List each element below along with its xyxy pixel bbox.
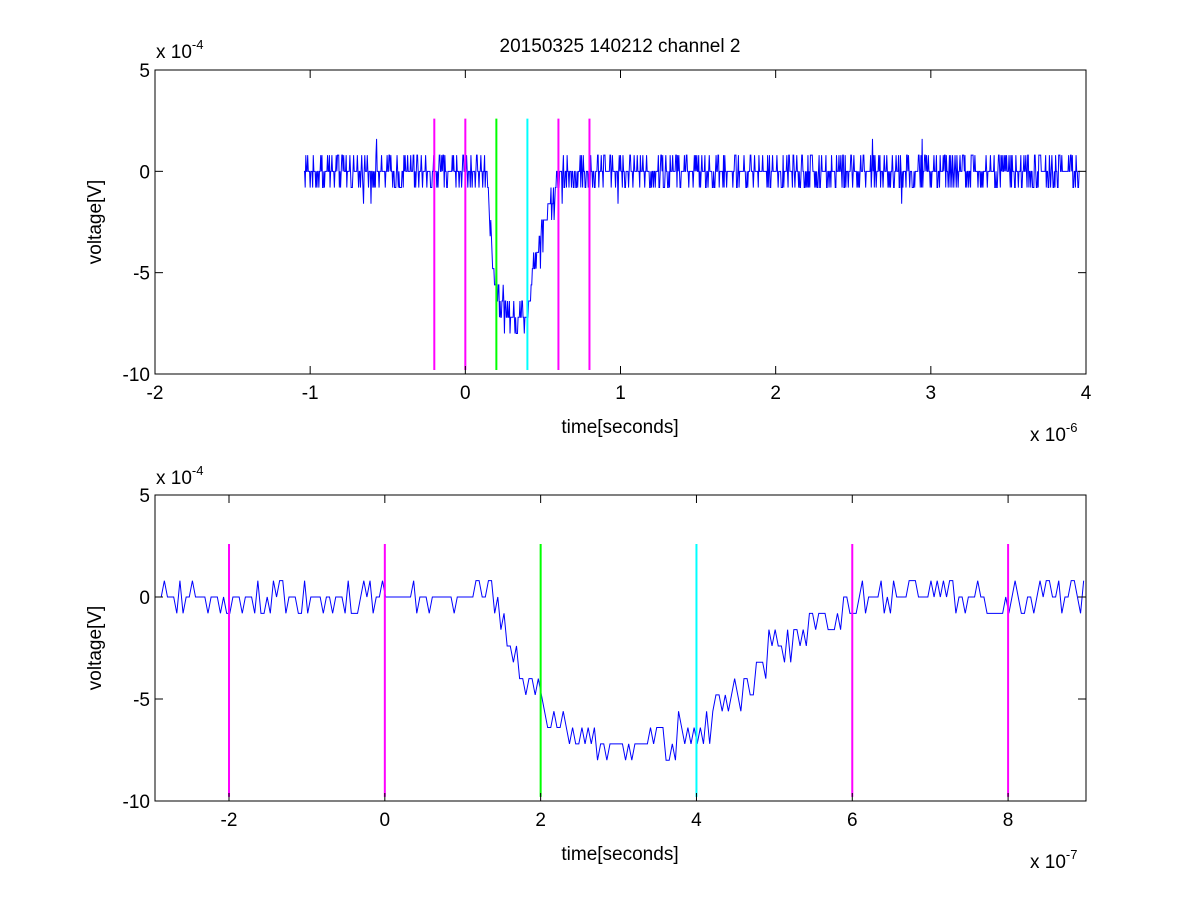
- x-axis-label-top: time[seconds]: [561, 417, 678, 438]
- chart-title: 20150325 140212 channel 2: [500, 36, 741, 57]
- x-tick-label-top-4: 2: [770, 383, 781, 404]
- x-exponent-power-top: -6: [1066, 420, 1078, 435]
- marker-lines-bottom: [228, 543, 1010, 797]
- x-axis-label-bottom: time[seconds]: [561, 844, 678, 865]
- x-tick-label-bottom-0: -2: [221, 810, 238, 831]
- y-tick-label-bottom-3: 5: [139, 486, 150, 507]
- x-tick-label-bottom-1: 0: [380, 810, 391, 831]
- subplot-bottom: -2 0 2 4 6 8-10-505 time[seconds] voltage[V] …: [85, 463, 1087, 873]
- y-tick-label-bottom-2: 0: [139, 588, 150, 609]
- ticks-top: -2 -1 0 1 2 3 4-10-505: [123, 61, 1092, 404]
- signal-layer-top: [303, 138, 1080, 334]
- y-tick-label-bottom-1: -5: [133, 690, 150, 711]
- y-exponent-bottom: x 10-4: [156, 463, 203, 489]
- y-exponent-power-top: -4: [192, 37, 204, 52]
- x-tick-label-top-1: -1: [302, 383, 319, 404]
- y-axis-label-top: voltage[V]: [85, 180, 106, 265]
- y-tick-label-top-0: -10: [123, 365, 150, 386]
- x-tick-label-bottom-3: 4: [691, 810, 702, 831]
- x-tick-label-bottom-2: 2: [535, 810, 546, 831]
- x-exponent-bottom: x 10-7: [1030, 847, 1077, 873]
- x-tick-label-bottom-5: 8: [1003, 810, 1014, 831]
- x-tick-label-top-0: -2: [147, 383, 164, 404]
- y-exponent-top: x 10-4: [156, 37, 203, 63]
- y-tick-label-top-2: 0: [139, 162, 150, 183]
- x-tick-label-top-6: 4: [1081, 383, 1092, 404]
- marker-lines-top: [433, 118, 591, 370]
- x-exponent-power-bottom: -7: [1066, 847, 1078, 862]
- y-axis-label-bottom: voltage[V]: [85, 606, 106, 691]
- ticks-bottom: -2 0 2 4 6 8 -10 -5 0 5: [123, 486, 1086, 831]
- signal-trace-bottom: [155, 580, 1085, 761]
- signal-layer-bottom: [155, 580, 1085, 761]
- y-tick-label-bottom-0: -10: [123, 792, 150, 813]
- x-exponent-base-top: x 10: [1030, 425, 1066, 446]
- x-tick-label-top-2: 0: [460, 383, 471, 404]
- y-tick-label-top-1: -5: [133, 264, 150, 285]
- x-exponent-top: x 10-6: [1030, 420, 1077, 446]
- subplot-top: -2 -1 0 1 2 3 4-10-505 time[seconds] voltage[V…: [85, 37, 1092, 446]
- x-tick-label-top-3: 1: [615, 383, 626, 404]
- x-tick-label-top-5: 3: [926, 383, 937, 404]
- y-exponent-base-bottom: x 10: [156, 468, 192, 489]
- axes-box-top: [154, 69, 1087, 375]
- axes-box-bottom: [154, 494, 1087, 802]
- x-tick-label-bottom-4: 6: [847, 810, 858, 831]
- x-exponent-base-bottom: x 10: [1030, 852, 1066, 873]
- y-exponent-base-top: x 10: [156, 42, 192, 63]
- y-exponent-power-bottom: -4: [192, 463, 204, 478]
- signal-trace-top: [303, 138, 1080, 334]
- y-tick-label-top-3: 5: [139, 61, 150, 82]
